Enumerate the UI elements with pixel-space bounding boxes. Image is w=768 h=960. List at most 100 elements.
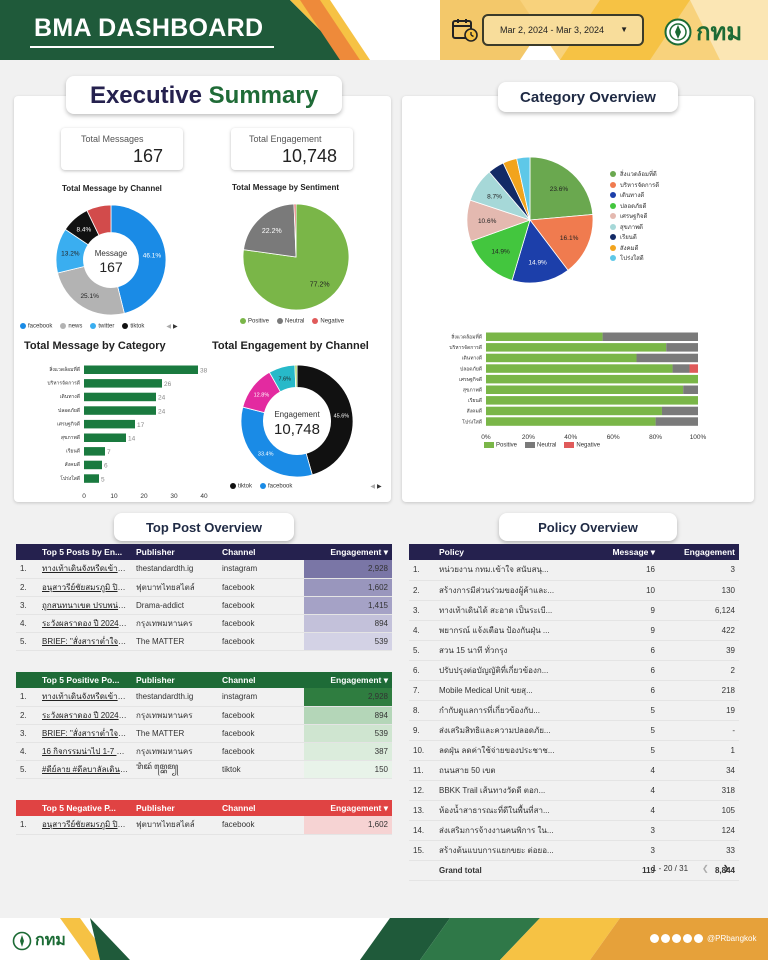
message-cell: 9 [575, 600, 659, 621]
slice-label: 10.6% [478, 218, 497, 225]
table-row[interactable]: 4. ระวังผลราดอง ปี 2024 ได้... กรุงเทพมหาน… [16, 614, 392, 633]
line-icon[interactable] [672, 934, 681, 943]
stack-segment [486, 374, 698, 384]
message-cell: 5 [575, 740, 659, 761]
header-channel[interactable]: Channel [222, 675, 256, 685]
table-row[interactable]: 11. ถนนสาย 50 เขต 4 34 [409, 760, 739, 781]
table-row[interactable]: 5. #ดีย์ลาย #ดีลบาลัลเดินพัน... ꦫꦶꦢꦂ ꦩ꧀ꦧꦺꦩ… [16, 760, 392, 779]
policy-cell: สร้างการมีส่วนร่วมของผู้ค้าและ... [435, 580, 575, 601]
engagement-cell: 539 [304, 632, 392, 651]
table-row[interactable]: 1. ทางเท้าเดินจังหรีดเข้าให้ลี... thestand… [16, 560, 392, 579]
post-link[interactable]: อนุสาวรีย์ชัยสมรภูมิ ปิดการ... [38, 816, 132, 835]
row-index: 14. [409, 820, 435, 841]
legend-item: เรียนดี [610, 232, 659, 243]
bar-value-label: 14 [128, 436, 136, 443]
table-row[interactable]: 3.ถูกสนทนาเขต ปรบพน่วยรัฐ...Drama-addict… [16, 596, 392, 615]
header-channel[interactable]: Channel [222, 803, 256, 813]
legend-item: เดินทางดี [610, 190, 659, 201]
legend-label: Positive [248, 318, 270, 325]
row-index: 2. [16, 578, 38, 597]
post-link[interactable]: ทางเท้าเดินจังหรีดเข้าให้ลี... [38, 688, 132, 707]
engagement-cell: 19 [659, 700, 739, 721]
table-row[interactable]: 2.อนุสาวรีย์ชัยสมรภูมิ ปิดการ...ฟุตบาทไท… [16, 578, 392, 597]
legend-prev-icon[interactable]: ◀ [370, 484, 375, 490]
header-channel[interactable]: Channel [222, 547, 256, 557]
post-link[interactable]: #ดีย์ลาย #ดีลบาลัลเดินพัน... [38, 760, 132, 779]
header-engagement[interactable]: Engagement ▾ [330, 802, 388, 813]
table-row[interactable]: 15. สร้างต้นแบบการแยกขยะ ต่อยอ... 3 33 [409, 840, 739, 861]
post-link[interactable]: BRIEF: "สั่งสาราต่ำใจประ... [38, 632, 132, 651]
category-label: ปลอดภัยดี [58, 407, 80, 414]
legend-next-icon[interactable]: ▶ [173, 324, 178, 330]
post-link[interactable]: ระวังผลราดอง ปี 2024 ได้... [38, 614, 132, 633]
youtube-icon[interactable] [661, 934, 670, 943]
post-link[interactable]: BRIEF: "สั่งสาราต่ำใจประ... [38, 724, 132, 743]
post-link[interactable]: 16 กิจกรรมน่าไป 1-7 มี... [38, 742, 132, 761]
table-row[interactable]: 1.อนุสาวรีย์ชัยสมรภูมิ ปิดการ...ฟุตบาทไท… [16, 816, 392, 835]
table-row[interactable]: 5. BRIEF: "สั่งสาราต่ำใจประ... The MATTER f… [16, 632, 392, 651]
tiktok-icon[interactable] [694, 934, 703, 943]
header-post[interactable]: Top 5 Posts by En... [42, 547, 123, 557]
table-row[interactable]: 12. BBKK Trail เส้นทางวัดดี ตอก... 4 318 [409, 780, 739, 801]
header-engagement[interactable]: Engagement ▾ [330, 546, 388, 557]
pie-slice [57, 266, 125, 316]
header-message[interactable]: Message ▾ [612, 546, 655, 557]
header-publisher[interactable]: Publisher [136, 547, 175, 557]
legend-next-icon[interactable]: ▶ [377, 484, 382, 490]
header-post[interactable]: Top 5 Negative P... [42, 803, 116, 813]
facebook-icon[interactable] [650, 934, 659, 943]
category-label: เรียนดี [66, 448, 80, 455]
table-row[interactable]: 10. ลดฝุ่น ลดค่าใช้จ่ายของประชาช... 5 1 [409, 740, 739, 761]
legend-prev-icon[interactable]: ◀ [166, 324, 172, 330]
total-label: Grand total [435, 860, 575, 881]
table-row[interactable]: 3. ทางเท้าเดินได้ สะอาด เป็นระเบี... 9 6,12… [409, 600, 739, 621]
header-policy[interactable]: Policy [439, 547, 465, 557]
table-row[interactable]: 3. BRIEF: "สั่งสาราต่ำใจประ... The MATTER f… [16, 724, 392, 743]
table-row[interactable]: 6. ปรับปรุงต่อบัญญัติที่เกี่ยวข้องก... 6 2 [409, 660, 739, 681]
table-row[interactable]: 9. ส่งเสริมสิทธิและความปลอดภัย... 5- [409, 720, 739, 741]
date-range-selector[interactable]: Mar 2, 2024 - Mar 3, 2024 ▼ [482, 14, 644, 46]
table-row[interactable]: 4. 16 กิจกรรมน่าไป 1-7 มี... กรุงเทพมหานคร… [16, 742, 392, 761]
instagram-icon[interactable] [683, 934, 692, 943]
post-link[interactable]: ทางเท้าเดินจังหรีดเข้าให้ลี... [38, 560, 132, 579]
row-index: 13. [409, 800, 435, 821]
header-post[interactable]: Top 5 Positive Po... [42, 675, 120, 685]
table-row[interactable]: 4. พยากรณ์ แจ้งเตือน ป้องกันฝุ่น ... 9 422 [409, 620, 739, 641]
bma-logo: กทม [664, 12, 742, 51]
pager-label: 1 - 20 / 31 [652, 864, 689, 873]
table-row[interactable]: 5. สวน 15 นาที ทั่วกรุง 6 39 [409, 640, 739, 661]
table-row[interactable]: 13. ห้องน้ำสาธารณะที่ดีในพื้นที่สา... 4 105 [409, 800, 739, 821]
post-link[interactable]: ระวังผลราดอง ปี 2024 ได้... [38, 706, 132, 725]
slice-label: 77.2% [310, 282, 330, 289]
table-row[interactable]: 2. ระวังผลราดอง ปี 2024 ได้... กรุงเทพมหาน… [16, 706, 392, 725]
slice-label: 46.1% [143, 252, 162, 259]
policy-cell: สร้างต้นแบบการแยกขยะ ต่อยอ... [435, 840, 575, 861]
table-row[interactable]: 8. กำกับดูแลการที่เกี่ยวข้องกับ... 5 19 [409, 700, 739, 721]
table-row[interactable]: 14. ส่งเสริมการจ้างงานคนพิการ ใน... 3 124 [409, 820, 739, 841]
calendar-icon[interactable] [452, 18, 478, 42]
header-engagement[interactable]: Engagement [683, 547, 735, 557]
table-row[interactable]: 2. สร้างการมีส่วนร่วมของผู้ค้าและ... 10 130 [409, 580, 739, 601]
channel-legend: facebook news twitter tiktok ◀ ▶ [20, 323, 178, 330]
prev-page-icon[interactable]: ❮ [702, 864, 709, 873]
table-row[interactable]: 1. หน่วยงาน กทม.เข้าใจ สนับสนุ... 16 3 [409, 560, 739, 581]
post-link[interactable]: ถูกสนทนาเขต ปรบพน่วยรัฐ... [38, 596, 132, 615]
legend-item: Negative [564, 442, 600, 449]
pie-slice [511, 219, 569, 284]
row-index: 1. [16, 688, 38, 707]
policy-cell: กำกับดูแลการที่เกี่ยวข้องกับ... [435, 700, 575, 721]
next-page-icon[interactable]: ❯ [722, 864, 730, 873]
post-link[interactable]: อนุสาวรีย์ชัยสมรภูมิ ปิดการ... [38, 578, 132, 597]
legend-item: สังคมดี [610, 243, 659, 254]
row-index: 6. [409, 660, 435, 681]
kpi-label: Total Messages [81, 134, 144, 144]
header-publisher[interactable]: Publisher [136, 803, 175, 813]
legend-label: tiktok [238, 483, 253, 490]
header-engagement[interactable]: Engagement ▾ [330, 674, 388, 685]
category-label: สังคมดี [467, 408, 482, 415]
category-label: บริหารจัดการดี [449, 344, 482, 351]
table-row[interactable]: 1. ทางเท้าเดินจังหรีดเข้าให้ลี... thestand… [16, 688, 392, 707]
table-row[interactable]: 7. Mobile Medical Unit ขยสุ... 6 218 [409, 680, 739, 701]
x-tick-label: 0 [82, 493, 86, 500]
header-publisher[interactable]: Publisher [136, 675, 175, 685]
